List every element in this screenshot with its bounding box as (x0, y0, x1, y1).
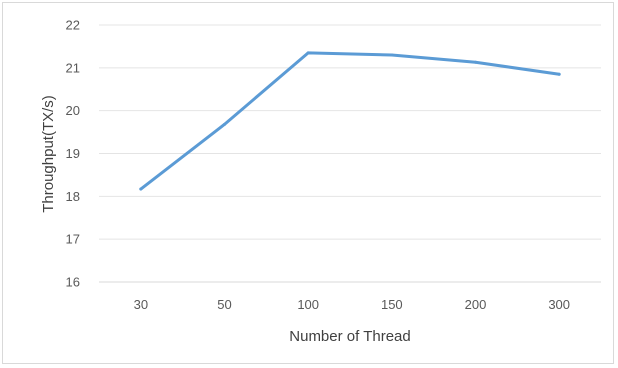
chart-frame (2, 2, 614, 364)
x-tick-label: 300 (548, 297, 570, 312)
data-point (474, 60, 477, 64)
y-axis-title: Throughput(TX/s) (40, 95, 57, 213)
data-point (306, 51, 310, 55)
y-tick-label: 17 (66, 232, 80, 247)
data-point (557, 72, 561, 76)
x-tick-label: 200 (465, 297, 487, 312)
data-point (390, 53, 394, 57)
x-tick-label: 50 (217, 297, 231, 312)
y-tick-label: 22 (66, 18, 80, 33)
series-lines (139, 51, 561, 191)
series-line (139, 51, 561, 191)
y-tick-label: 16 (66, 275, 80, 290)
gridlines (99, 24, 601, 283)
data-point (139, 187, 143, 191)
data-point (223, 122, 226, 126)
x-tick-label: 150 (381, 297, 403, 312)
x-axis-ticks: 30 50 100 150 200 300 (134, 297, 570, 312)
y-tick-label: 18 (66, 189, 80, 204)
x-tick-label: 30 (134, 297, 148, 312)
x-tick-label: 100 (297, 297, 319, 312)
y-axis-ticks: 16 17 18 19 20 21 22 (66, 18, 80, 290)
x-axis-title: Number of Thread (289, 328, 410, 345)
y-tick-label: 19 (66, 146, 80, 161)
y-tick-label: 21 (66, 60, 80, 75)
y-tick-label: 20 (66, 103, 80, 118)
